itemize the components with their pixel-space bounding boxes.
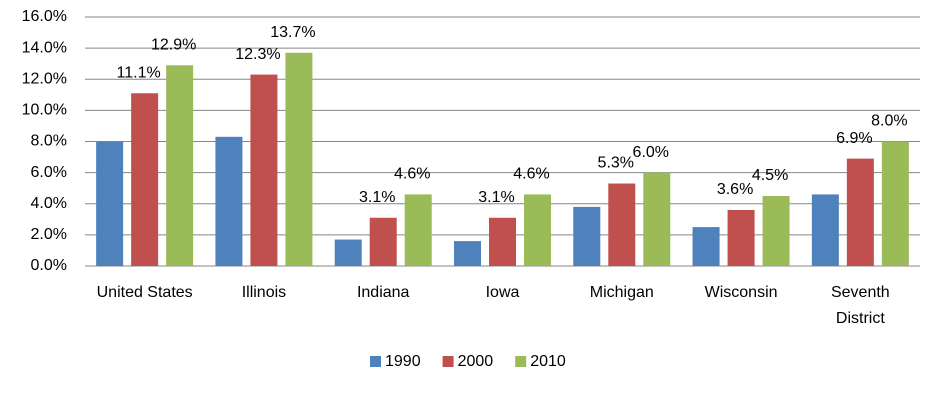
bar [811,194,839,266]
legend-swatch [370,356,381,367]
bar [881,141,909,266]
data-label: 3.1% [359,189,395,206]
legend-label: 1990 [385,353,421,370]
data-label: 12.3% [235,46,280,63]
data-label: 4.5% [752,167,788,184]
bar [404,194,432,266]
bar [334,239,362,266]
y-tick-label: 6.0% [31,164,67,181]
y-tick-label: 14.0% [22,39,67,56]
data-label: 4.6% [513,166,549,183]
bar [250,74,278,266]
data-label: 4.6% [394,166,430,183]
x-tick-label: Indiana [357,284,410,301]
bar [727,209,755,266]
y-tick-label: 12.0% [22,70,67,87]
legend-label: 2000 [458,353,494,370]
data-label: 3.1% [478,189,514,206]
data-label: 6.9% [836,130,872,147]
data-label: 3.6% [717,181,753,198]
x-tick-label: Iowa [486,284,520,301]
y-tick-label: 16.0% [22,8,67,25]
bar [762,195,790,266]
data-label: 5.3% [598,155,634,172]
y-tick-label: 8.0% [31,133,67,150]
legend-swatch [442,356,454,367]
bar [131,93,159,266]
bar [489,217,516,266]
bar [524,194,551,266]
data-label: 13.7% [270,24,315,41]
bar [369,217,397,266]
bar [643,172,671,266]
bar [608,183,636,266]
y-tick-label: 4.0% [31,195,67,212]
y-tick-label: 10.0% [22,102,67,119]
x-tick-label: Seventh District [831,284,890,327]
legend-label: 2010 [530,353,566,370]
bar [454,241,481,266]
legend-swatch [515,356,527,367]
x-tick-label: Wisconsin [705,284,778,301]
bar [215,136,243,266]
x-tick-label: Illinois [242,284,286,301]
x-tick-label: Michigan [590,284,654,301]
bar [573,206,601,266]
data-label: 11.1% [117,64,161,81]
data-label: 6.0% [633,144,669,161]
bar [846,158,874,266]
y-tick-label: 2.0% [31,226,67,243]
data-label: 8.0% [871,113,907,130]
bar [285,52,313,267]
bar [692,227,720,266]
data-label: 12.9% [151,36,196,53]
bar [96,141,124,266]
y-tick-label: 0.0% [31,257,67,274]
x-tick-label: United States [97,284,193,301]
bar [166,65,194,267]
